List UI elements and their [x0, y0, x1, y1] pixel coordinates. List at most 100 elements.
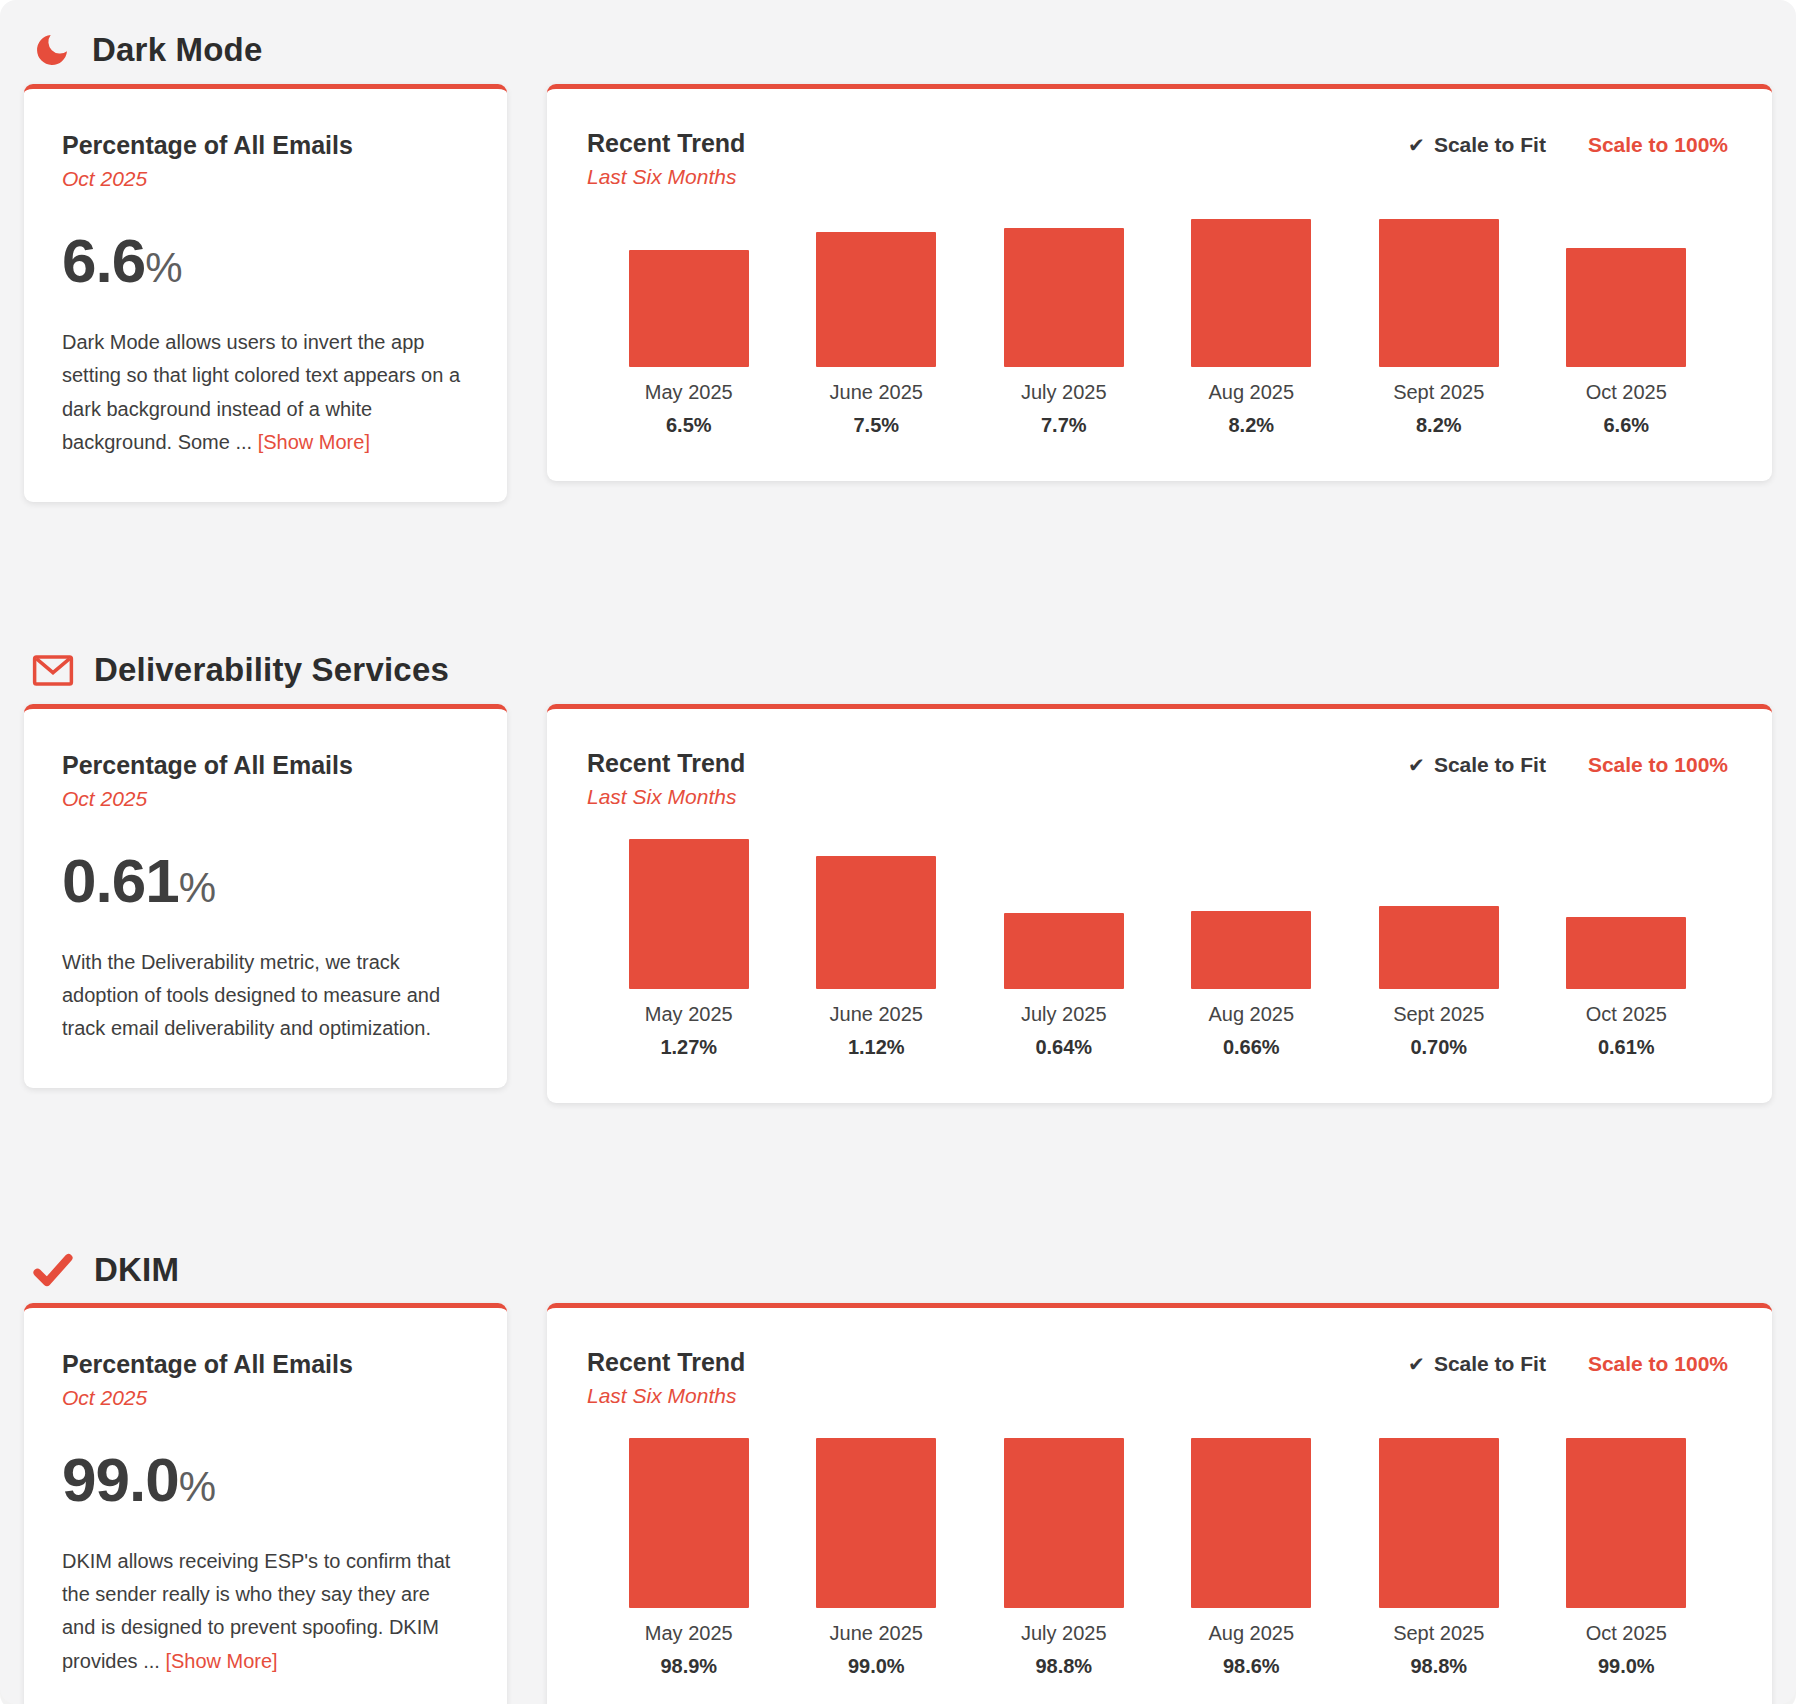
summary-heading: Percentage of All Emails [62, 1350, 467, 1379]
scale-to-100-button[interactable]: Scale to 100% [1588, 1352, 1728, 1376]
bar-month-label: Aug 2025 [1208, 1003, 1294, 1026]
bar-chart: May 20256.5%June 20257.5%July 20257.7%Au… [587, 219, 1728, 437]
show-more-link[interactable]: [Show More] [258, 431, 370, 453]
scale-to-fit-button[interactable]: ✔Scale to Fit [1408, 1352, 1546, 1376]
summary-card: Percentage of All Emails Oct 2025 0.61% … [24, 704, 507, 1088]
trend-header: Recent Trend Last Six Months ✔Scale to F… [587, 1348, 1728, 1408]
bar-area [1345, 1438, 1533, 1608]
summary-period: Oct 2025 [62, 1386, 467, 1410]
bar-month-label: Aug 2025 [1208, 1622, 1294, 1645]
trend-subheading: Last Six Months [587, 1384, 745, 1408]
section-dkim: DKIM Percentage of All Emails Oct 2025 9… [24, 1251, 1772, 1704]
bar-value-label: 99.0% [1598, 1655, 1655, 1678]
trend-subheading: Last Six Months [587, 785, 745, 809]
bar [816, 1438, 936, 1608]
bar [816, 856, 936, 988]
bar-area [1533, 219, 1721, 367]
bar-area [595, 839, 783, 989]
bar-month-label: June 2025 [830, 381, 923, 404]
chart-column: May 20256.5% [595, 219, 783, 437]
bar-month-label: June 2025 [830, 1622, 923, 1645]
bar-month-label: Oct 2025 [1586, 381, 1667, 404]
trend-header: Recent Trend Last Six Months ✔Scale to F… [587, 749, 1728, 809]
bar-area [1533, 839, 1721, 989]
bar [629, 1438, 749, 1608]
show-more-link[interactable]: [Show More] [165, 1650, 277, 1672]
bar-area [970, 839, 1158, 989]
summary-description: Dark Mode allows users to invert the app… [62, 326, 467, 460]
bar-area [1533, 1438, 1721, 1608]
summary-period: Oct 2025 [62, 787, 467, 811]
bar [1191, 911, 1311, 989]
chart-column: June 2025 99.0% [783, 1438, 971, 1678]
bar-month-label: May 2025 [645, 1622, 733, 1645]
trend-header: Recent Trend Last Six Months ✔Scale to F… [587, 129, 1728, 189]
cards-row: Percentage of All Emails Oct 2025 0.61% … [24, 704, 1772, 1103]
bar-value-label: 0.70% [1410, 1036, 1467, 1059]
section-title: Deliverability Services [94, 651, 449, 689]
bar-chart: May 20251.27% June 2025 1.12% July 2025 0.64… [587, 839, 1728, 1059]
summary-description: With the Deliverability metric, we track… [62, 946, 467, 1046]
bar [629, 250, 749, 367]
bar-area [970, 219, 1158, 367]
bar-area [1158, 1438, 1346, 1608]
bar-value-label: 0.66% [1223, 1036, 1280, 1059]
moon-icon [32, 30, 72, 70]
bar-month-label: July 2025 [1021, 1622, 1107, 1645]
bar-month-label: Sept 2025 [1393, 1622, 1484, 1645]
bar [1004, 913, 1124, 989]
section-dark-mode: Dark Mode Percentage of All Emails Oct 2… [24, 30, 1772, 502]
bar-month-label: July 2025 [1021, 381, 1107, 404]
bar-value-label: 98.6% [1223, 1655, 1280, 1678]
bar [1379, 219, 1499, 367]
summary-card: Percentage of All Emails Oct 2025 6.6% D… [24, 84, 507, 502]
bar [1566, 1438, 1686, 1608]
chart-column: May 20251.27% [595, 839, 783, 1059]
summary-heading: Percentage of All Emails [62, 131, 467, 160]
trend-card: Recent Trend Last Six Months ✔Scale to F… [547, 1303, 1772, 1704]
envelope-icon [32, 650, 74, 690]
section-header: Dark Mode [32, 30, 1772, 70]
scale-controls: ✔Scale to Fit Scale to 100% [1408, 1348, 1728, 1376]
trend-heading: Recent Trend [587, 749, 745, 778]
chart-column: July 2025 0.64% [970, 839, 1158, 1059]
trend-heading: Recent Trend [587, 129, 745, 158]
bar-area [1345, 219, 1533, 367]
bar-month-label: Aug 2025 [1208, 381, 1294, 404]
bar-area [595, 1438, 783, 1608]
bar-value-label: 8.2% [1228, 414, 1274, 437]
bar [1191, 1438, 1311, 1607]
chart-column: Sept 2025 98.8% [1345, 1438, 1533, 1678]
bar-month-label: July 2025 [1021, 1003, 1107, 1026]
bar-value-label: 8.2% [1416, 414, 1462, 437]
scale-to-100-button[interactable]: Scale to 100% [1588, 133, 1728, 157]
bar [1379, 1438, 1499, 1608]
bar [629, 839, 749, 989]
chart-column: May 202598.9% [595, 1438, 783, 1678]
section-title: DKIM [94, 1251, 179, 1289]
chart-column: Sept 20258.2% [1345, 219, 1533, 437]
scale-to-fit-button[interactable]: ✔Scale to Fit [1408, 133, 1546, 157]
chart-column: July 202598.8% [970, 1438, 1158, 1678]
summary-big-value: 6.6% [62, 225, 467, 296]
bar-value-label: 1.12% [848, 1036, 905, 1059]
chart-column: June 2025 1.12% [783, 839, 971, 1059]
summary-card: Percentage of All Emails Oct 2025 99.0% … [24, 1303, 507, 1704]
bar-month-label: June 2025 [830, 1003, 923, 1026]
scale-to-fit-button[interactable]: ✔Scale to Fit [1408, 753, 1546, 777]
chart-column: Sept 20250.70% [1345, 839, 1533, 1059]
scale-to-100-button[interactable]: Scale to 100% [1588, 753, 1728, 777]
checkmark-icon: ✔ [1408, 754, 1425, 776]
bar-value-label: 98.8% [1410, 1655, 1467, 1678]
bar [1379, 906, 1499, 989]
chart-column: Aug 2025 98.6% [1158, 1438, 1346, 1678]
chart-column: Oct 202599.0% [1533, 1438, 1721, 1678]
check-icon [32, 1251, 74, 1289]
bar-value-label: 0.64% [1035, 1036, 1092, 1059]
chart-column: July 20257.7% [970, 219, 1158, 437]
chart-column: Oct 20256.6% [1533, 219, 1721, 437]
bar-month-label: May 2025 [645, 1003, 733, 1026]
bar-value-label: 99.0% [848, 1655, 905, 1678]
trend-subheading: Last Six Months [587, 165, 745, 189]
bar-value-label: 6.5% [666, 414, 712, 437]
